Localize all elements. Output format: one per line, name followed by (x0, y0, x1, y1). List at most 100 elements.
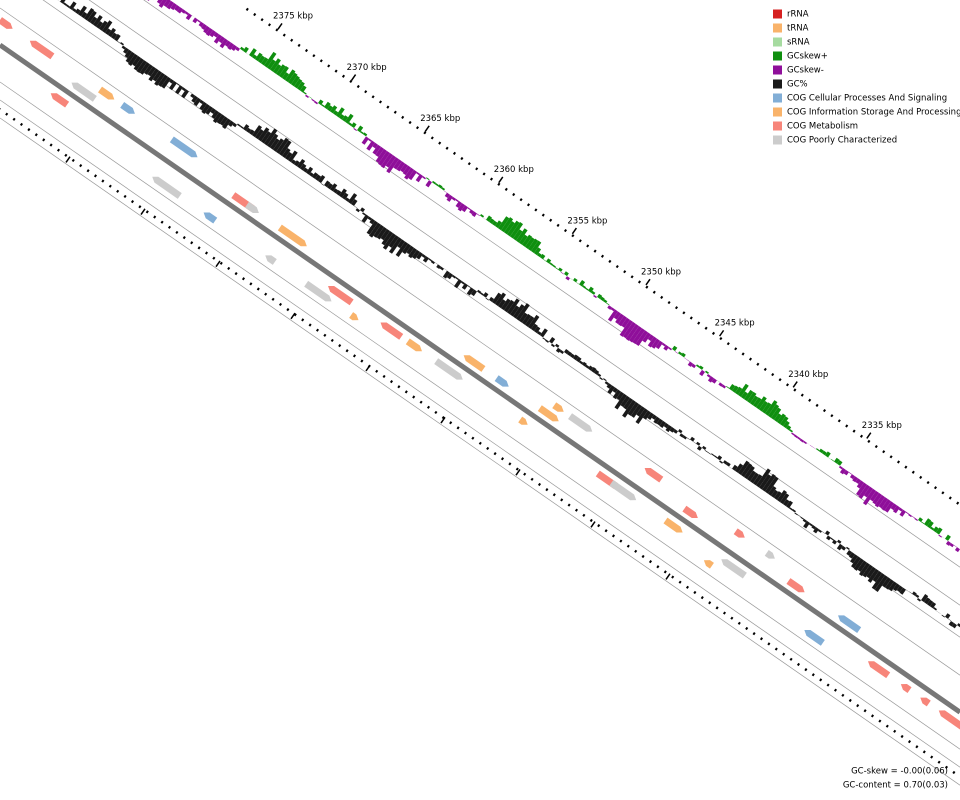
tick-minor (830, 414, 834, 418)
tick-minor (438, 141, 442, 145)
plot-segment (762, 402, 772, 414)
plot-segment (651, 338, 660, 349)
plot-segment (211, 110, 219, 119)
plot-segment (800, 516, 804, 520)
plot-segment (231, 44, 237, 51)
plot-segment (699, 365, 704, 370)
gene (518, 416, 528, 425)
tick-minor (819, 678, 823, 682)
plot-segment (735, 386, 743, 395)
tick-minor (648, 560, 653, 564)
tick-minor (352, 354, 357, 358)
plot-segment (351, 198, 358, 207)
plot-segment (255, 52, 263, 62)
plot-segment (607, 305, 612, 310)
plot-segment (856, 482, 867, 497)
tick-label: 2365 kbp (420, 114, 460, 124)
plot-segment (483, 292, 489, 298)
tick-minor (948, 496, 952, 500)
tick-minor (441, 416, 445, 420)
tick-minor (852, 429, 856, 433)
gene (663, 517, 683, 533)
plot-segment (522, 313, 532, 325)
plot-segment (189, 91, 193, 94)
plot-segment (444, 192, 450, 199)
plot-segment (543, 259, 547, 262)
plot-segment (933, 526, 939, 533)
plot-segment (606, 383, 612, 389)
plot-segment (240, 125, 244, 129)
tick-minor (715, 606, 719, 610)
plot-segment (507, 220, 520, 237)
tick-minor (42, 138, 46, 142)
gene (434, 358, 463, 380)
gene (537, 405, 559, 422)
plot-segment (415, 173, 423, 183)
plot-segment (594, 369, 600, 375)
plot-segment (856, 480, 864, 489)
plot-segment (793, 434, 798, 439)
plot-segment (218, 36, 225, 44)
plot-segment (927, 520, 934, 529)
tick-minor (401, 115, 405, 119)
tick-minor (241, 277, 246, 281)
plot-segment (832, 539, 837, 545)
tick-minor (822, 408, 827, 413)
tick-major (140, 208, 146, 215)
tick-minor (789, 657, 793, 661)
plot-segment (585, 364, 590, 369)
plot-segment (425, 180, 432, 188)
plot-segment (378, 150, 390, 166)
tick-minor (630, 275, 634, 279)
plot-segment (453, 279, 462, 289)
legend-label: tRNA (787, 24, 809, 34)
tick-minor (253, 12, 257, 17)
tick-minor (552, 493, 556, 497)
plot-segment (87, 10, 97, 23)
plot-segment (591, 367, 597, 373)
plot-segment (388, 235, 399, 248)
gene (552, 402, 564, 412)
tick-label: 2345 kbp (715, 319, 755, 329)
tick-minor (763, 367, 767, 371)
plot-segment (702, 445, 707, 450)
plot-segment (369, 218, 375, 225)
plot-segment (434, 262, 438, 265)
plot-segment (878, 497, 888, 509)
plot-segment (249, 48, 257, 58)
gc-content-stat: GC-content = 0.70(0.03) (843, 781, 948, 791)
gene (244, 201, 259, 213)
plot-segment (369, 222, 381, 238)
tick-minor (893, 729, 897, 733)
tick-major (645, 278, 651, 286)
tick-major (665, 573, 671, 580)
plot-segment (747, 470, 757, 482)
plot-segment (603, 299, 608, 304)
plot-segment (339, 188, 347, 198)
plot-segment (498, 216, 510, 231)
plot-segment (144, 64, 153, 75)
tick-minor (293, 313, 297, 317)
tick-minor (582, 513, 586, 517)
plot-segment (525, 237, 535, 249)
plot-segment (825, 451, 831, 458)
plot-segment (471, 211, 477, 218)
plot-segment (519, 312, 528, 323)
plot-segment (291, 75, 300, 87)
tick-minor (578, 239, 582, 243)
tick-minor (774, 647, 778, 651)
plot-segment (199, 99, 204, 105)
plot-segment (309, 96, 313, 99)
plot-segment (396, 161, 405, 172)
plot-segment (656, 418, 663, 426)
tick-label: 2355 kbp (567, 216, 607, 226)
plot-segment (380, 153, 393, 169)
tick-minor (541, 213, 545, 217)
tick-minor (482, 172, 486, 176)
tick-major (866, 432, 872, 439)
plot-segment (324, 180, 331, 188)
tick-minor (323, 333, 327, 337)
plot-segment (945, 540, 951, 546)
tick-minor (304, 48, 309, 53)
